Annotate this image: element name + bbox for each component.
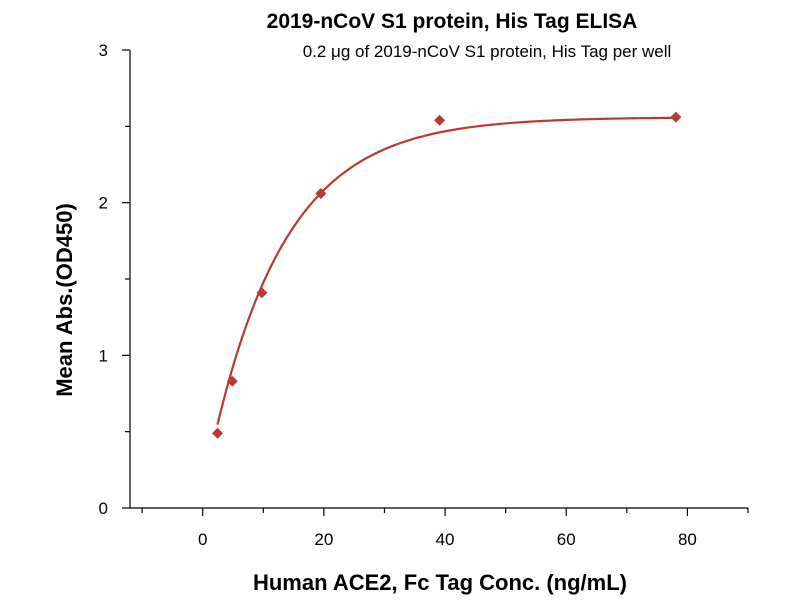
x-axis-label: Human ACE2, Fc Tag Conc. (ng/mL): [253, 570, 627, 595]
data-point: [434, 114, 446, 126]
y-axis-label: Mean Abs.(OD450): [52, 203, 77, 397]
x-tick-label: 80: [678, 530, 697, 549]
x-tick-label: 20: [314, 530, 333, 549]
data-point: [256, 287, 268, 299]
y-tick-label: 2: [99, 194, 108, 213]
data-point: [315, 188, 327, 200]
x-tick-label: 0: [198, 530, 207, 549]
chart-subtitle: 0.2 μg of 2019-nCoV S1 protein, His Tag …: [303, 42, 672, 61]
chart-title: 2019-nCoV S1 protein, His Tag ELISA: [267, 10, 638, 33]
y-tick-label: 1: [99, 346, 108, 365]
plot-area: 0 20 40 60 80 0 1 2 3: [99, 41, 749, 549]
x-tick-label: 60: [557, 530, 576, 549]
data-point: [670, 111, 682, 123]
data-point: [226, 375, 238, 387]
fit-curve: [216, 116, 676, 425]
y-tick-label: 0: [99, 499, 108, 518]
data-point: [211, 427, 223, 439]
y-tick-label: 3: [99, 41, 108, 60]
x-tick-label: 40: [436, 530, 455, 549]
